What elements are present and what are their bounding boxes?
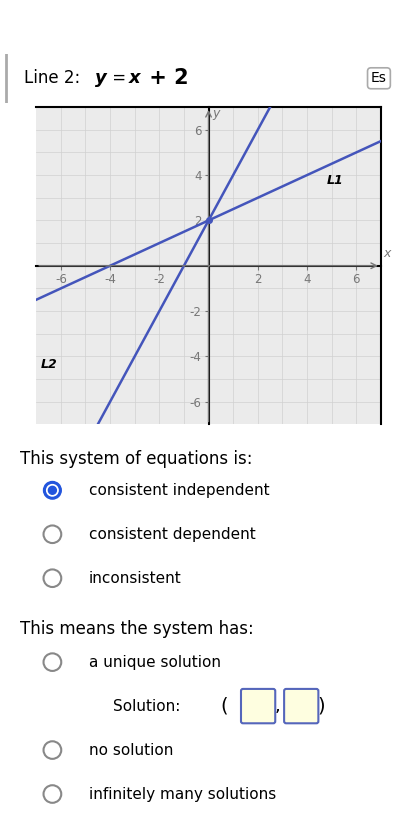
Text: Question 3 of 4 (3 points)  +  Questi...: Question 3 of 4 (3 points) + Questi... [82,21,321,33]
Text: x: x [383,247,391,260]
Text: no solution: no solution [89,742,173,757]
Text: Es: Es [371,72,387,85]
Text: inconsistent: inconsistent [89,571,181,586]
Text: Line 2:: Line 2: [24,69,86,87]
Text: =: = [107,69,131,87]
Text: Solution:: Solution: [113,699,180,714]
Text: x: x [129,69,141,87]
Text: y: y [212,107,220,120]
Circle shape [48,486,56,494]
Text: ): ) [318,696,325,715]
Text: This system of equations is:: This system of equations is: [20,451,253,468]
Circle shape [44,481,61,499]
Text: L2: L2 [41,358,58,371]
FancyBboxPatch shape [284,689,318,723]
Text: a unique solution: a unique solution [89,654,221,670]
Text: y: y [95,69,106,87]
Text: L1: L1 [327,174,343,187]
FancyBboxPatch shape [241,689,275,723]
Circle shape [47,485,58,496]
Text: consistent independent: consistent independent [89,483,269,498]
Text: ,: , [274,697,280,715]
Text: This means the system has:: This means the system has: [20,620,254,638]
Text: (: ( [220,696,227,715]
Text: infinitely many solutions: infinitely many solutions [89,787,276,802]
Text: consistent dependent: consistent dependent [89,527,256,541]
Text: + 2: + 2 [142,68,189,88]
